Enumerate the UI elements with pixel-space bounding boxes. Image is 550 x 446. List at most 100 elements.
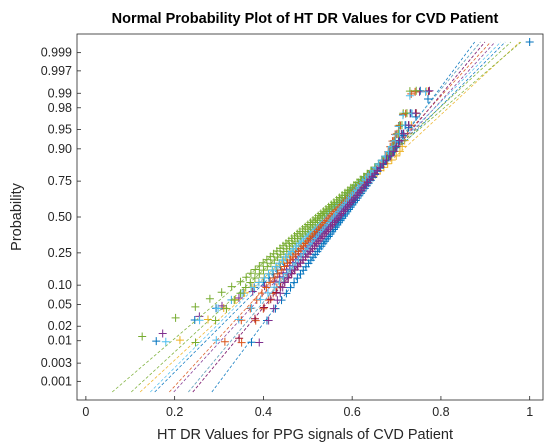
series-8-marker bbox=[290, 278, 299, 287]
series-10-marker bbox=[230, 296, 239, 305]
series-11-marker bbox=[263, 288, 272, 297]
y-tick-label: 0.95 bbox=[48, 123, 72, 137]
series-8-marker bbox=[286, 283, 295, 292]
series-8 bbox=[211, 41, 476, 393]
series-5-marker bbox=[138, 332, 147, 341]
series-10-marker bbox=[246, 278, 255, 287]
y-tick-label: 0.02 bbox=[48, 319, 72, 333]
y-tick-label: 0.01 bbox=[48, 334, 72, 348]
series-5-marker bbox=[191, 302, 200, 311]
series-6-marker bbox=[195, 316, 204, 325]
y-tick-label: 0.75 bbox=[48, 174, 72, 188]
x-tick-label: 0.6 bbox=[343, 405, 360, 419]
series-6-marker bbox=[161, 337, 170, 346]
series-6-reference-line bbox=[150, 41, 502, 393]
series-4-marker bbox=[158, 329, 167, 338]
plot-area-frame bbox=[76, 33, 544, 401]
series-10-marker bbox=[259, 266, 268, 275]
series-1-marker bbox=[152, 337, 161, 346]
series-9-marker bbox=[262, 283, 271, 292]
y-tick-label: 0.997 bbox=[41, 64, 72, 78]
series-2-marker bbox=[251, 316, 260, 325]
series-layer bbox=[111, 38, 534, 393]
series-12-marker bbox=[264, 316, 273, 325]
series-9-marker bbox=[270, 273, 279, 282]
x-tick-label: 0.2 bbox=[166, 405, 183, 419]
series-12-marker bbox=[395, 136, 404, 145]
series-6-marker bbox=[271, 262, 280, 271]
series-12-marker bbox=[278, 283, 287, 292]
x-tick-label: 1 bbox=[526, 405, 533, 419]
series-5-marker bbox=[246, 269, 255, 278]
series-5-marker bbox=[217, 288, 226, 297]
series-3-marker bbox=[175, 336, 184, 345]
series-11-marker bbox=[212, 336, 221, 345]
series-8-reference-line bbox=[211, 41, 476, 393]
y-tick-label: 0.999 bbox=[41, 46, 72, 60]
series-5-marker bbox=[251, 265, 260, 274]
series-5-reference-line bbox=[111, 41, 522, 393]
series-6 bbox=[150, 41, 502, 393]
series-12-marker bbox=[389, 147, 398, 156]
series-9-marker bbox=[411, 87, 420, 96]
series-2-marker bbox=[259, 304, 268, 313]
series-7-marker bbox=[235, 334, 244, 343]
series-5-marker bbox=[242, 273, 251, 282]
series-12-marker bbox=[425, 86, 434, 95]
series-9-marker bbox=[273, 269, 282, 278]
series-10-marker bbox=[211, 316, 220, 325]
series-12-marker bbox=[399, 129, 408, 138]
series-11-marker bbox=[256, 295, 265, 304]
series-8-marker bbox=[293, 274, 302, 283]
x-tick-label: 0.4 bbox=[255, 405, 272, 419]
series-12-marker bbox=[273, 296, 282, 305]
y-tick-label: 0.90 bbox=[48, 142, 72, 156]
axis-layer: 0 0.2 0.4 0.6 0.8 1 0.001 0.003 0.010.02 0.05 0.10… bbox=[41, 46, 533, 419]
chart-title: Normal Probability Plot of HT DR Values … bbox=[112, 11, 499, 27]
series-12-marker bbox=[255, 338, 264, 347]
series-12 bbox=[192, 41, 486, 393]
series-8-marker bbox=[423, 95, 432, 104]
y-axis-label: Probability bbox=[9, 182, 25, 250]
y-tick-label: 0.05 bbox=[48, 297, 72, 311]
series-12-marker bbox=[404, 121, 413, 130]
series-10-marker bbox=[255, 269, 264, 278]
series-5-marker bbox=[255, 262, 264, 271]
series-9-reference-line bbox=[169, 41, 491, 393]
y-tick-label: 0.001 bbox=[41, 374, 72, 388]
series-5-marker bbox=[205, 294, 214, 303]
series-4-marker bbox=[248, 287, 257, 296]
series-12-marker bbox=[392, 142, 401, 151]
series-5-marker bbox=[227, 282, 236, 291]
series-9-marker bbox=[277, 266, 286, 275]
series-12-marker bbox=[280, 278, 289, 287]
series-10-marker bbox=[191, 338, 200, 347]
y-tick-label: 0.25 bbox=[48, 246, 72, 260]
x-tick-label: 0.8 bbox=[432, 405, 449, 419]
series-5-marker bbox=[236, 277, 245, 286]
series-12-marker bbox=[385, 151, 394, 160]
series-9-marker bbox=[220, 337, 229, 346]
series-5 bbox=[111, 41, 522, 393]
series-12-marker bbox=[276, 289, 285, 298]
series-11-marker bbox=[234, 315, 243, 324]
series-5-marker bbox=[171, 313, 180, 322]
series-10-marker bbox=[222, 304, 231, 313]
series-4-marker bbox=[270, 277, 279, 286]
series-6-marker bbox=[264, 269, 273, 278]
y-tick-label: 0.98 bbox=[48, 101, 72, 115]
series-7-marker bbox=[260, 303, 269, 312]
y-tick-label: 0.003 bbox=[41, 356, 72, 370]
series-6-marker bbox=[405, 91, 414, 100]
series-12-marker bbox=[269, 304, 278, 313]
series-6-marker bbox=[214, 304, 223, 313]
series-12-marker bbox=[382, 156, 391, 165]
series-11 bbox=[188, 41, 481, 393]
series-6-marker bbox=[260, 274, 269, 283]
series-6-marker bbox=[268, 266, 277, 275]
x-tick-label: 0 bbox=[82, 405, 89, 419]
series-12-marker bbox=[412, 109, 421, 118]
outlier-marker-1 bbox=[525, 38, 534, 46]
series-12-reference-line bbox=[192, 41, 486, 393]
series-2-marker bbox=[237, 338, 246, 347]
